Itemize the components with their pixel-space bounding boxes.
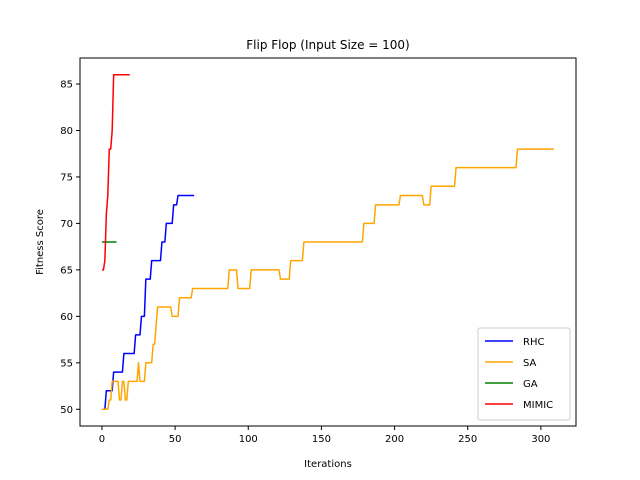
legend-box: [477, 327, 571, 421]
x-tick-label: 300: [531, 434, 550, 445]
y-tick-label: 80: [60, 126, 73, 137]
x-axis-label: Iterations: [304, 459, 352, 470]
legend-label-mimic: MIMIC: [523, 400, 553, 411]
x-tick-label: 250: [458, 434, 477, 445]
x-tick-label: 50: [169, 434, 182, 445]
y-tick-label: 65: [60, 265, 73, 276]
x-tick-label: 200: [385, 434, 404, 445]
legend-label-sa: SA: [523, 358, 537, 369]
x-tick-label: 0: [99, 434, 105, 445]
plot-lines: [101, 73, 555, 411]
y-tick-label: 70: [60, 219, 73, 230]
legend-label-ga: GA: [523, 379, 538, 390]
y-axis-ticks: 50 55 60 65 70 75 80 85: [60, 80, 80, 416]
x-tick-label: 100: [239, 434, 258, 445]
y-axis-label: Fitness Score: [35, 209, 46, 275]
chart-title: Flip Flop (Input Size = 100): [246, 38, 409, 52]
y-tick-label: 55: [60, 358, 73, 369]
y-tick-label: 60: [60, 312, 73, 323]
x-tick-label: 150: [312, 434, 331, 445]
plot-frame: [79, 57, 577, 427]
y-tick-label: 75: [60, 172, 73, 183]
x-axis-ticks: 0 50 100 150 200 250 300: [99, 426, 550, 445]
legend: RHC SA GA MIMIC: [477, 327, 571, 421]
series-line-mimic: [101, 73, 130, 271]
y-tick-label: 50: [60, 405, 73, 416]
series-line-rhc: [101, 194, 195, 411]
series-line-sa: [101, 148, 555, 411]
y-tick-label: 85: [60, 80, 73, 91]
legend-label-rhc: RHC: [523, 337, 544, 348]
